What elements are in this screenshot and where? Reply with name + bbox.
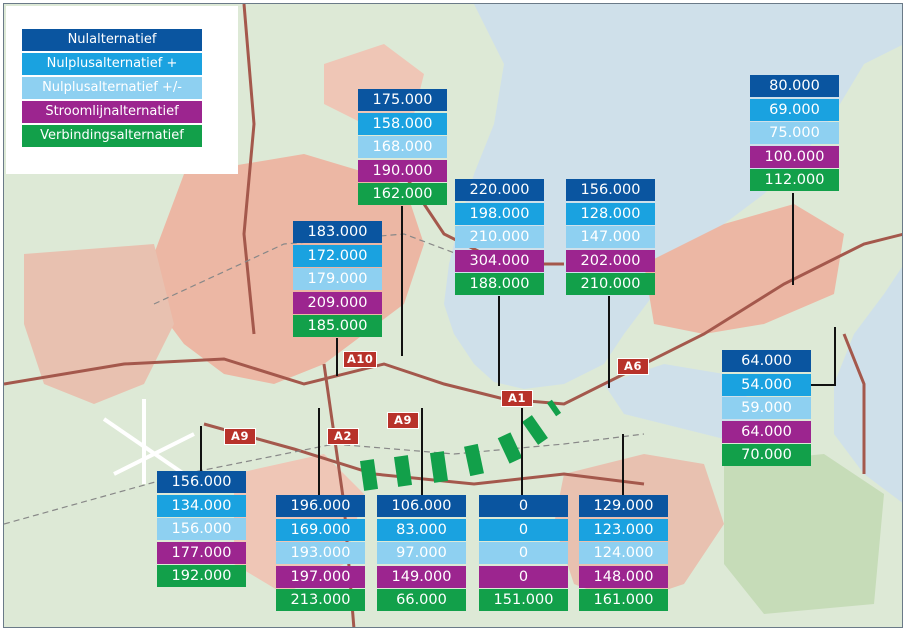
verbindingsalternatief-value: 162.000 bbox=[358, 183, 447, 205]
leader-line bbox=[808, 384, 836, 386]
verbindingsalternatief-value: 70.000 bbox=[722, 444, 811, 466]
urban-almere bbox=[644, 204, 844, 334]
verbindingsalternatief-value: 188.000 bbox=[455, 273, 544, 295]
stroomlijnalternatief-value: 177.000 bbox=[157, 541, 246, 564]
nulplusalternatief-plus-value: 0 bbox=[479, 518, 568, 541]
traffic-box-a9-west: 156.000 134.000 156.000 177.000 192.000 bbox=[157, 471, 246, 589]
verbindingsalternatief-value: 66.000 bbox=[377, 589, 466, 611]
nulplusalternatief-plusminus-value: 147.000 bbox=[566, 226, 655, 248]
leader-line bbox=[318, 408, 320, 496]
traffic-box-a1-north: 220.000 198.000 210.000 304.000 188.000 bbox=[455, 179, 544, 297]
nulalternatief-value: 220.000 bbox=[455, 179, 544, 201]
road-label-a2: A2 bbox=[327, 428, 359, 445]
leader-line bbox=[336, 338, 338, 376]
verbindingsalternatief-value: 112.000 bbox=[750, 169, 839, 191]
traffic-box-a9-east: 106.000 83.000 97.000 149.000 66.000 bbox=[377, 495, 466, 613]
verbindingsalternatief-value: 151.000 bbox=[479, 589, 568, 611]
verbindingsalternatief-value: 213.000 bbox=[276, 589, 365, 611]
nulplusalternatief-plusminus-value: 210.000 bbox=[455, 226, 544, 248]
traffic-box-a1-south: 129.000 123.000 124.000 148.000 161.000 bbox=[579, 495, 668, 613]
verbindingsalternatief-value: 210.000 bbox=[566, 273, 655, 295]
nulalternatief-value: 80.000 bbox=[750, 75, 839, 97]
stroomlijnalternatief-value: 304.000 bbox=[455, 249, 544, 272]
nulplusalternatief-plus-value: 169.000 bbox=[276, 518, 365, 541]
traffic-box-new-link: 0 0 0 0 151.000 bbox=[479, 495, 568, 613]
leader-line bbox=[421, 408, 423, 496]
nulplusalternatief-plus-value: 54.000 bbox=[722, 373, 811, 396]
nulplusalternatief-plusminus-value: 59.000 bbox=[722, 397, 811, 419]
nulalternatief-value: 196.000 bbox=[276, 495, 365, 517]
nulalternatief-value: 129.000 bbox=[579, 495, 668, 517]
verbindingsalternatief-value: 192.000 bbox=[157, 565, 246, 587]
leader-line bbox=[834, 327, 836, 386]
traffic-box-a6-east: 64.000 54.000 59.000 64.000 70.000 bbox=[722, 350, 811, 468]
leader-line bbox=[521, 408, 523, 496]
nulplusalternatief-plus-value: 158.000 bbox=[358, 112, 447, 135]
nulalternatief-value: 106.000 bbox=[377, 495, 466, 517]
stroomlijnalternatief-value: 100.000 bbox=[750, 145, 839, 168]
nulplusalternatief-plusminus-value: 179.000 bbox=[293, 268, 382, 290]
legend-item-nulalternatief: Nulalternatief bbox=[22, 29, 202, 51]
nulplusalternatief-plusminus-value: 193.000 bbox=[276, 542, 365, 564]
stroomlijnalternatief-value: 202.000 bbox=[566, 249, 655, 272]
leader-line bbox=[792, 193, 794, 285]
nulplusalternatief-plus-value: 172.000 bbox=[293, 244, 382, 267]
legend-item-nulplusalternatief-plus: Nulplusalternatief + bbox=[22, 53, 202, 75]
forest-area bbox=[724, 454, 884, 614]
nulalternatief-value: 183.000 bbox=[293, 221, 382, 243]
verbindingsalternatief-route bbox=[359, 399, 562, 491]
nulalternatief-value: 156.000 bbox=[157, 471, 246, 493]
nulplusalternatief-plusminus-value: 75.000 bbox=[750, 122, 839, 144]
traffic-box-a10: 183.000 172.000 179.000 209.000 185.000 bbox=[293, 221, 382, 339]
road-label-a10: A10 bbox=[343, 351, 378, 368]
road-label-a9-west: A9 bbox=[224, 428, 256, 445]
leader-line bbox=[622, 434, 624, 496]
traffic-box-almere: 80.000 69.000 75.000 100.000 112.000 bbox=[750, 75, 839, 193]
nulalternatief-value: 64.000 bbox=[722, 350, 811, 372]
nulalternatief-value: 0 bbox=[479, 495, 568, 517]
stroomlijnalternatief-value: 197.000 bbox=[276, 565, 365, 588]
nulplusalternatief-plus-value: 198.000 bbox=[455, 202, 544, 225]
verbindingsalternatief-value: 185.000 bbox=[293, 315, 382, 337]
road-label-a9-east: A9 bbox=[387, 412, 419, 429]
nulplusalternatief-plusminus-value: 156.000 bbox=[157, 518, 246, 540]
nulplusalternatief-plus-value: 128.000 bbox=[566, 202, 655, 225]
stroomlijnalternatief-value: 149.000 bbox=[377, 565, 466, 588]
nulplusalternatief-plus-value: 69.000 bbox=[750, 98, 839, 121]
leader-line bbox=[401, 206, 403, 356]
leader-line bbox=[608, 296, 610, 388]
traffic-box-a2: 196.000 169.000 193.000 197.000 213.000 bbox=[276, 495, 365, 613]
road-label-a1: A1 bbox=[501, 390, 533, 407]
airport-schiphol bbox=[102, 399, 195, 484]
nulplusalternatief-plus-value: 134.000 bbox=[157, 494, 246, 517]
gooimeer-water bbox=[834, 267, 902, 503]
legend-item-verbindingsalternatief: Verbindingsalternatief bbox=[22, 125, 202, 147]
stroomlijnalternatief-value: 190.000 bbox=[358, 159, 447, 182]
nulplusalternatief-plusminus-value: 97.000 bbox=[377, 542, 466, 564]
legend-item-stroomlijnalternatief: Stroomlijnalternatief bbox=[22, 101, 202, 123]
nulalternatief-value: 175.000 bbox=[358, 89, 447, 111]
verbindingsalternatief-value: 161.000 bbox=[579, 589, 668, 611]
stroomlijnalternatief-value: 64.000 bbox=[722, 420, 811, 443]
nulplusalternatief-plusminus-value: 124.000 bbox=[579, 542, 668, 564]
road-label-a6: A6 bbox=[617, 358, 649, 375]
nulplusalternatief-plus-value: 83.000 bbox=[377, 518, 466, 541]
stroomlijnalternatief-value: 209.000 bbox=[293, 291, 382, 314]
stroomlijnalternatief-value: 0 bbox=[479, 565, 568, 588]
stroomlijnalternatief-value: 148.000 bbox=[579, 565, 668, 588]
nulplusalternatief-plusminus-value: 0 bbox=[479, 542, 568, 564]
legend-item-nulplusalternatief-plusminus: Nulplusalternatief +/- bbox=[22, 77, 202, 99]
legend: Nulalternatief Nulplusalternatief + Nulp… bbox=[6, 6, 238, 174]
leader-line bbox=[200, 426, 202, 472]
nulplusalternatief-plus-value: 123.000 bbox=[579, 518, 668, 541]
traffic-box-north: 175.000 158.000 168.000 190.000 162.000 bbox=[358, 89, 447, 207]
leader-line bbox=[498, 296, 500, 386]
nulplusalternatief-plusminus-value: 168.000 bbox=[358, 136, 447, 158]
traffic-box-a6-west: 156.000 128.000 147.000 202.000 210.000 bbox=[566, 179, 655, 297]
nulalternatief-value: 156.000 bbox=[566, 179, 655, 201]
